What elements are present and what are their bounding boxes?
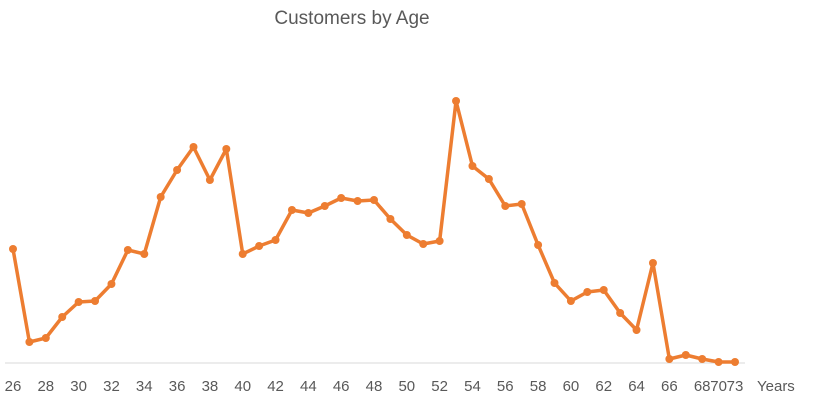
data-point: [304, 209, 313, 217]
x-tick-label: 46: [333, 378, 350, 395]
data-point: [731, 358, 739, 366]
data-point: [648, 259, 657, 267]
x-tick-label: 48: [366, 378, 383, 395]
x-tick-label: 56: [497, 378, 514, 395]
x-tick-label: 68: [694, 378, 711, 395]
data-point: [107, 280, 116, 288]
data-point: [599, 286, 608, 294]
data-point: [91, 297, 100, 305]
data-point: [58, 313, 67, 321]
x-tick-label: 36: [169, 378, 186, 395]
x-tick-label: 28: [37, 378, 54, 395]
x-tick-label: 42: [267, 378, 284, 395]
data-point: [205, 176, 214, 184]
data-point: [435, 237, 444, 245]
x-tick-label: 54: [464, 378, 481, 395]
data-point: [25, 338, 34, 346]
x-tick-label: 64: [628, 378, 645, 395]
data-point: [419, 240, 428, 248]
data-point: [484, 175, 493, 183]
chart-title: Customers by Age: [274, 8, 429, 29]
data-point: [665, 355, 674, 363]
data-point: [550, 279, 559, 287]
data-point: [41, 334, 50, 342]
x-tick-label: 58: [530, 378, 547, 395]
x-tick-label: 52: [431, 378, 448, 395]
data-point: [9, 245, 17, 253]
data-point: [353, 197, 362, 205]
data-point: [402, 231, 411, 239]
data-point: [287, 206, 296, 214]
data-point: [156, 193, 165, 201]
data-point: [517, 200, 526, 208]
data-point: [534, 241, 543, 249]
data-point: [632, 326, 641, 334]
data-point: [698, 355, 707, 363]
x-tick-label: 32: [103, 378, 120, 395]
data-point: [370, 196, 378, 204]
data-point: [222, 145, 231, 153]
data-point: [173, 166, 182, 174]
data-point: [238, 250, 247, 258]
data-point: [337, 194, 346, 202]
x-tick-label: 50: [398, 378, 415, 395]
x-axis-label: Years: [757, 378, 795, 395]
x-tick-label: 73: [727, 378, 744, 395]
data-point: [501, 202, 510, 210]
data-point: [320, 202, 329, 210]
data-point: [566, 297, 575, 305]
x-tick-label: 26: [5, 378, 22, 395]
x-tick-label: 44: [300, 378, 317, 395]
x-tick-label: 40: [234, 378, 251, 395]
data-point: [140, 250, 149, 258]
data-point: [583, 288, 592, 296]
data-point: [123, 246, 132, 254]
data-point: [616, 309, 625, 317]
x-tick-label: 60: [563, 378, 580, 395]
data-point: [468, 162, 477, 170]
x-tick-label: 30: [70, 378, 87, 395]
data-point: [386, 215, 395, 223]
x-tick-label: 34: [136, 378, 153, 395]
x-tick-label: 66: [661, 378, 678, 395]
data-point: [271, 236, 280, 244]
data-point: [452, 97, 461, 105]
data-point: [714, 358, 723, 366]
data-point: [189, 143, 198, 151]
data-point: [74, 298, 83, 306]
series-line: [11, 99, 735, 364]
data-point: [255, 242, 264, 250]
x-tick-label: 70: [710, 378, 727, 395]
x-tick-label: 62: [595, 378, 612, 395]
data-point: [681, 351, 690, 359]
x-tick-label: 38: [202, 378, 219, 395]
